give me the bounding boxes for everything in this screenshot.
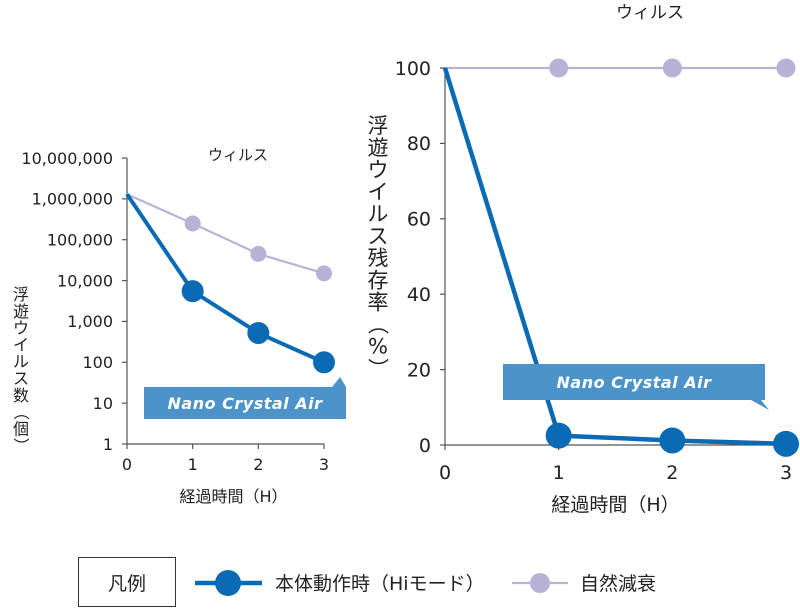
- y-axis-label-char: %: [368, 335, 388, 359]
- chart-title: ウィルス: [208, 146, 268, 164]
- y-axis-label-char: 存: [368, 268, 389, 292]
- data-point: [181, 280, 204, 303]
- data-point: [662, 58, 682, 78]
- data-point: [776, 58, 796, 78]
- y-axis-label-char: 個: [13, 419, 29, 438]
- chart-log-virus-count: 1101001,00010,000100,0001,000,00010,000,…: [11, 146, 346, 506]
- y-axis-label-char: イ: [13, 335, 29, 354]
- chart-title: ウィルス: [616, 3, 684, 23]
- y-axis-label-char: ウ: [368, 158, 389, 182]
- badge-text: Nano Crystal Air: [168, 394, 324, 413]
- badge-shape: [144, 377, 346, 419]
- data-point: [659, 427, 686, 454]
- y-tick-label: 1,000,000: [32, 190, 113, 209]
- x-tick-label: 3: [319, 455, 329, 474]
- y-tick-label: 40: [407, 284, 431, 306]
- y-axis-label-char: （: [11, 404, 30, 420]
- series-line: [442, 67, 787, 447]
- legend-marker: [530, 573, 550, 593]
- y-axis-label-char: ス: [13, 369, 29, 388]
- badge-text: Nano Crystal Air: [557, 373, 713, 392]
- y-tick-label: 10: [93, 394, 113, 413]
- x-tick-label: 0: [122, 455, 132, 474]
- y-axis-label-char: ル: [13, 352, 29, 371]
- legend-label: 本体動作時（Hiモード）: [275, 573, 485, 595]
- y-axis-label-char: イ: [368, 180, 389, 204]
- y-axis-label-char: 浮: [368, 114, 389, 138]
- legend-item-natural-decay: 自然減衰: [512, 573, 656, 595]
- data-point: [316, 265, 332, 282]
- y-axis-label-char: ス: [368, 224, 389, 248]
- y-axis-label-char: 残: [368, 246, 389, 270]
- y-axis-label-char: ル: [368, 202, 389, 226]
- series-natural-decay: [445, 58, 796, 78]
- data-point: [545, 422, 572, 449]
- y-tick-label: 20: [407, 359, 431, 381]
- x-tick-label: 1: [188, 455, 198, 474]
- data-point: [184, 215, 201, 232]
- y-tick-label: 1: [103, 435, 113, 454]
- series-line: [125, 193, 325, 365]
- series-line: [126, 193, 325, 275]
- data-point: [313, 351, 335, 374]
- y-axis-label-char: 浮: [13, 285, 29, 304]
- data-point: [773, 430, 799, 457]
- x-tick-label: 0: [439, 462, 451, 484]
- y-axis-label-char: 遊: [13, 302, 29, 321]
- y-axis-label-char: （: [366, 314, 390, 335]
- y-tick-label: 80: [407, 133, 431, 155]
- y-axis-label-char: ）: [11, 438, 30, 454]
- x-axis-label: 経過時間（H）: [179, 487, 287, 506]
- y-tick-label: 100: [395, 58, 431, 80]
- x-tick-label: 2: [253, 455, 263, 474]
- x-tick-label: 3: [780, 462, 792, 484]
- y-tick-label: 100: [82, 353, 113, 372]
- y-axis-label-char: 率: [368, 290, 389, 314]
- x-tick-label: 1: [553, 462, 565, 484]
- y-tick-label: 60: [407, 209, 431, 231]
- y-tick-label: 1,000: [67, 312, 113, 331]
- legend-marker: [215, 570, 241, 596]
- data-point: [549, 58, 569, 78]
- x-tick-label: 2: [666, 462, 678, 484]
- x-axis-label: 経過時間（H）: [551, 494, 679, 516]
- data-point: [250, 245, 267, 262]
- legend: 本体動作時（Hiモード） 自然減衰: [195, 570, 656, 596]
- legend-title: 凡例: [78, 557, 176, 607]
- y-tick-label: 10,000: [57, 271, 113, 290]
- series-hi-mode: [442, 67, 799, 457]
- y-tick-label: 10,000,000: [21, 149, 113, 168]
- y-axis-label-char: 数: [13, 386, 29, 405]
- y-axis-label-char: 遊: [368, 136, 389, 160]
- y-tick-label: 100,000: [47, 230, 113, 249]
- legend-label: 自然減衰: [580, 573, 656, 595]
- y-axis-label-char: ウ: [13, 319, 29, 338]
- series-hi-mode: [125, 193, 335, 374]
- data-point: [247, 322, 270, 345]
- badge-shape: [503, 364, 769, 410]
- legend-item-hi-mode: 本体動作時（Hiモード）: [195, 570, 485, 596]
- y-tick-label: 0: [419, 435, 431, 457]
- series-natural-decay: [126, 193, 332, 282]
- y-axis-label-char: ）: [366, 358, 390, 379]
